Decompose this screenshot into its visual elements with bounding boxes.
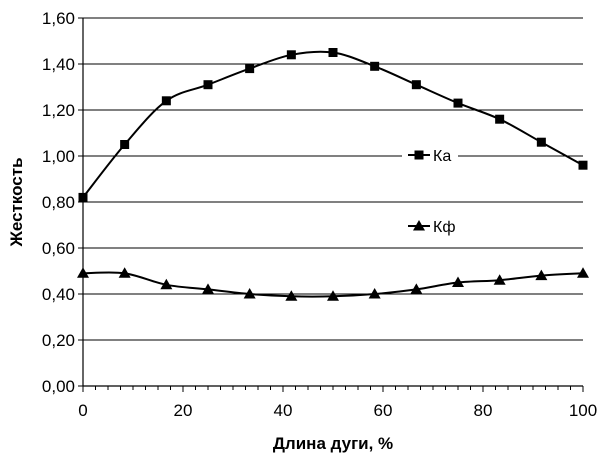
data-point-square <box>78 192 88 202</box>
x-tick-label: 0 <box>78 401 87 420</box>
x-tick-label: 40 <box>274 401 293 420</box>
data-point-square <box>411 80 421 90</box>
data-point-triangle <box>285 290 298 301</box>
x-tick-label: 100 <box>569 401 597 420</box>
data-point-square <box>120 140 130 149</box>
y-tick-label: 1,60 <box>42 9 75 28</box>
x-tick-labels: 0 20 40 60 80 100 <box>78 401 597 420</box>
legend-label: Кф <box>433 219 455 236</box>
x-tick-label: 80 <box>474 401 493 420</box>
y-tick-label: 1,20 <box>42 101 75 120</box>
legend: Ка Кф <box>402 142 458 239</box>
data-point-square <box>245 64 255 74</box>
y-tick-label: 0,00 <box>42 377 75 396</box>
data-point-square <box>286 50 296 60</box>
data-point-triangle <box>577 267 589 278</box>
data-point-square <box>370 61 380 71</box>
x-tick-label: 60 <box>374 401 393 420</box>
y-tick-label: 0,20 <box>42 331 75 350</box>
series-markers <box>77 48 589 301</box>
legend-marker-square <box>414 150 424 160</box>
y-tick-label: 0,40 <box>42 285 75 304</box>
x-tick-label: 20 <box>174 401 193 420</box>
data-point-square <box>495 114 505 124</box>
grid <box>83 17 583 387</box>
y-tick-label: 1,00 <box>42 147 75 166</box>
data-point-square <box>203 80 213 90</box>
data-point-triangle <box>368 288 381 299</box>
data-point-square <box>536 137 546 147</box>
data-point-square <box>578 160 588 170</box>
y-tick-labels: 0,00 0,20 0,40 0,60 0,80 1,00 1,20 1,40 1,60 <box>42 9 75 396</box>
data-point-square <box>453 98 463 108</box>
data-point-triangle <box>202 283 214 294</box>
data-point-square <box>161 96 171 106</box>
data-point-triangle <box>410 283 423 294</box>
y-axis-title: Жесткость <box>7 157 26 247</box>
y-tick-label: 0,80 <box>42 193 75 212</box>
axes <box>78 17 584 392</box>
data-point-triangle <box>243 288 256 299</box>
data-point-triangle <box>77 267 89 278</box>
data-point-triangle <box>160 278 173 290</box>
data-point-triangle <box>452 276 464 287</box>
legend-marker-triangle <box>413 220 425 231</box>
data-point-square <box>328 48 338 57</box>
series-line-0 <box>82 50 584 199</box>
y-tick-label: 1,40 <box>42 55 75 74</box>
data-point-triangle <box>535 269 548 281</box>
x-axis-title: Длина дуги, % <box>273 434 393 453</box>
data-point-triangle <box>327 290 339 301</box>
data-point-triangle <box>118 267 131 278</box>
series-lines <box>82 50 584 298</box>
data-point-triangle <box>493 274 506 285</box>
y-tick-label: 0,60 <box>42 239 75 258</box>
legend-label: Ка <box>433 148 451 165</box>
